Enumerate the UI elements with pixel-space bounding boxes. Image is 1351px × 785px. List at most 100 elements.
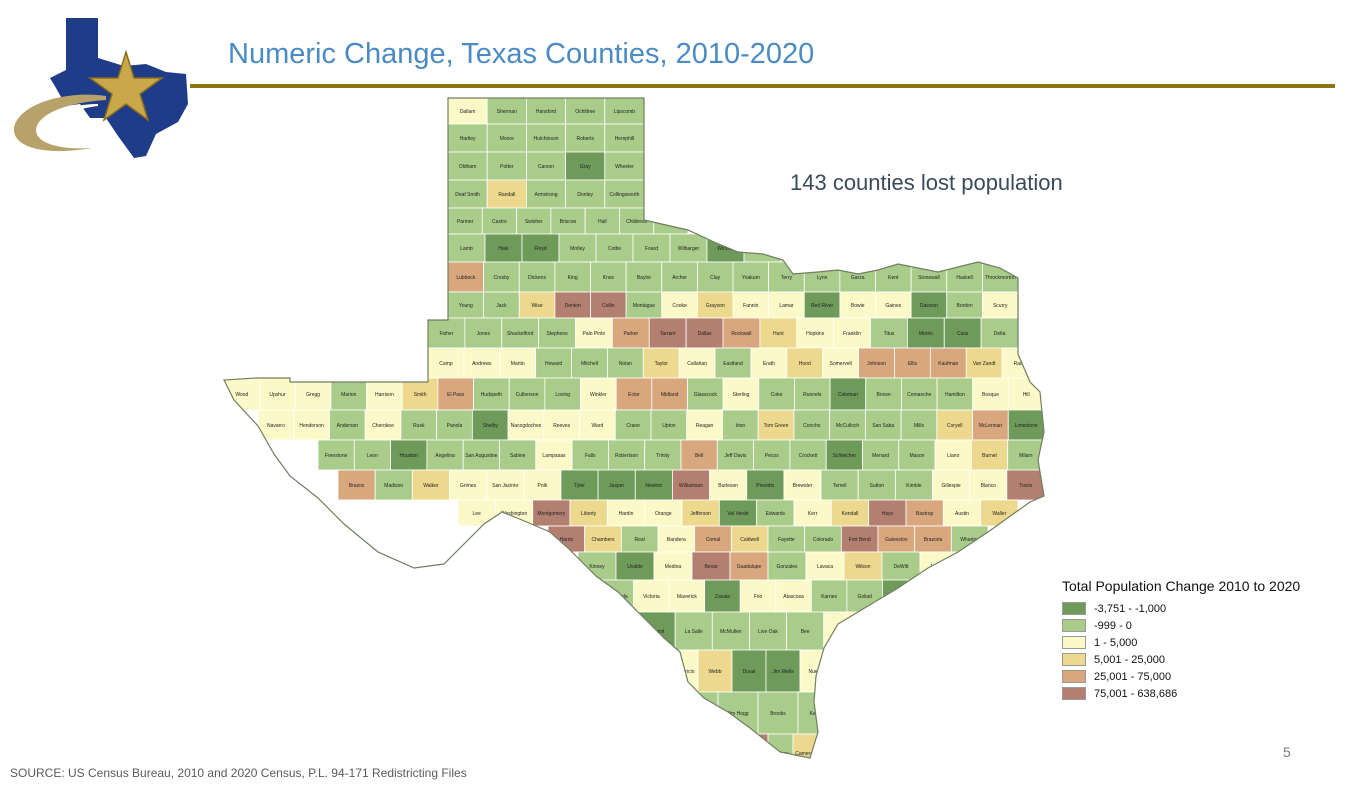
legend-label: 25,001 - 75,000 — [1094, 670, 1172, 683]
county-label: Williamson — [679, 483, 703, 489]
county: Webb — [697, 649, 733, 693]
county-shape — [584, 525, 622, 553]
county: Randall — [486, 179, 527, 209]
county: Morris — [906, 317, 945, 349]
county: Henderson — [293, 409, 330, 441]
county-label: Austin — [955, 511, 969, 517]
county-label: Liberty — [581, 511, 597, 517]
county-label: Denton — [565, 303, 581, 309]
county: Burleson — [709, 469, 748, 501]
county: Deaf Smith — [447, 179, 488, 209]
county-shape — [696, 261, 734, 293]
county: Llano — [934, 439, 972, 471]
county-label: Lamar — [779, 303, 794, 309]
county-shape — [259, 377, 296, 411]
county-shape — [746, 469, 785, 501]
page-title: Numeric Change, Texas Counties, 2010-202… — [228, 38, 815, 70]
county: Titus — [870, 317, 908, 349]
county-label: Reagan — [696, 423, 714, 429]
county: Wilson — [843, 551, 883, 581]
county-shape — [783, 469, 822, 501]
county-label: San Patricio — [668, 669, 695, 675]
county-shape — [632, 233, 671, 263]
county-label: Terry — [781, 275, 793, 281]
county: Coleman — [829, 377, 867, 411]
county-label: Lavaca — [817, 564, 833, 570]
county: Loving — [544, 377, 581, 411]
county-label: Madison — [384, 483, 403, 489]
county: Kaufman — [929, 347, 967, 379]
county: Archer — [661, 261, 698, 293]
county: Fisher — [427, 317, 466, 349]
county: Red River — [803, 291, 841, 319]
county: Parker — [611, 317, 650, 349]
county: Val Verde — [718, 499, 758, 527]
county-label: Randall — [498, 192, 515, 198]
county-label: Tyler — [574, 483, 585, 489]
county-label: Rains — [1014, 361, 1027, 367]
county: Aransas — [860, 611, 899, 651]
county-shape — [767, 733, 794, 758]
county: Bastrop — [905, 499, 944, 527]
county: Waller — [980, 499, 1019, 527]
county-label: Concho — [803, 423, 820, 429]
county: Kent — [875, 261, 912, 293]
county: Travis — [1006, 469, 1044, 501]
county: Stephens — [538, 317, 576, 349]
county-label: Hemphill — [615, 136, 634, 142]
county-label: Orange — [655, 511, 672, 517]
county: Cameron — [792, 733, 819, 758]
county: Bee — [786, 611, 825, 651]
county-shape — [820, 469, 859, 501]
county-label: Gray — [580, 164, 591, 170]
county-label: Bandera — [667, 537, 686, 543]
county: Starr — [717, 733, 744, 758]
county-label: Delta — [994, 331, 1006, 337]
county-label: Scurry — [993, 303, 1008, 309]
county: Jim Hogg — [717, 691, 759, 735]
county-label: Guadalupe — [737, 564, 762, 570]
county-shape — [789, 439, 827, 471]
county: Carson — [525, 151, 566, 181]
county-label: Carson — [538, 164, 554, 170]
county-shape — [607, 347, 644, 379]
county-shape — [685, 317, 724, 349]
county-label: Tom Green — [764, 423, 789, 429]
county-label: Medina — [665, 564, 682, 570]
county-shape — [929, 347, 967, 379]
county-label: Jasper — [609, 483, 624, 489]
county-label: Eastland — [723, 361, 743, 367]
county: Duval — [731, 649, 767, 693]
county: Baylor — [625, 261, 663, 293]
county-shape — [686, 409, 723, 441]
county-shape — [615, 551, 655, 581]
county-label: Bastrop — [916, 511, 933, 517]
county: Menard — [862, 439, 900, 471]
county-shape — [597, 579, 634, 613]
county: Hartley — [447, 123, 488, 153]
county-shape — [919, 551, 959, 581]
county: Dallam — [447, 98, 488, 125]
county: Reagan — [686, 409, 723, 441]
county: Limestone — [1007, 409, 1044, 441]
county-label: Clay — [710, 275, 721, 281]
county: Liberty — [569, 499, 608, 527]
county: Roberts — [565, 123, 606, 153]
county: Erath — [750, 347, 788, 379]
county-label: Limestone — [1015, 423, 1038, 429]
county-label: Wharton — [960, 537, 979, 543]
county-shape — [554, 261, 591, 293]
county: Callahan — [678, 347, 716, 379]
logo-swoosh-icon — [13, 94, 106, 152]
legend-label: -3,751 - -1,000 — [1094, 602, 1167, 615]
county: Brown — [865, 377, 902, 411]
county-label: Kenedy — [810, 711, 827, 717]
county-shape — [518, 291, 556, 319]
county: Wichita — [706, 233, 745, 263]
county-label: Shackelford — [507, 331, 534, 337]
county-shape — [538, 317, 576, 349]
county-shape — [768, 291, 805, 319]
county: Lamar — [768, 291, 805, 319]
county-shape — [972, 409, 1009, 441]
county-label: Archer — [672, 275, 687, 281]
